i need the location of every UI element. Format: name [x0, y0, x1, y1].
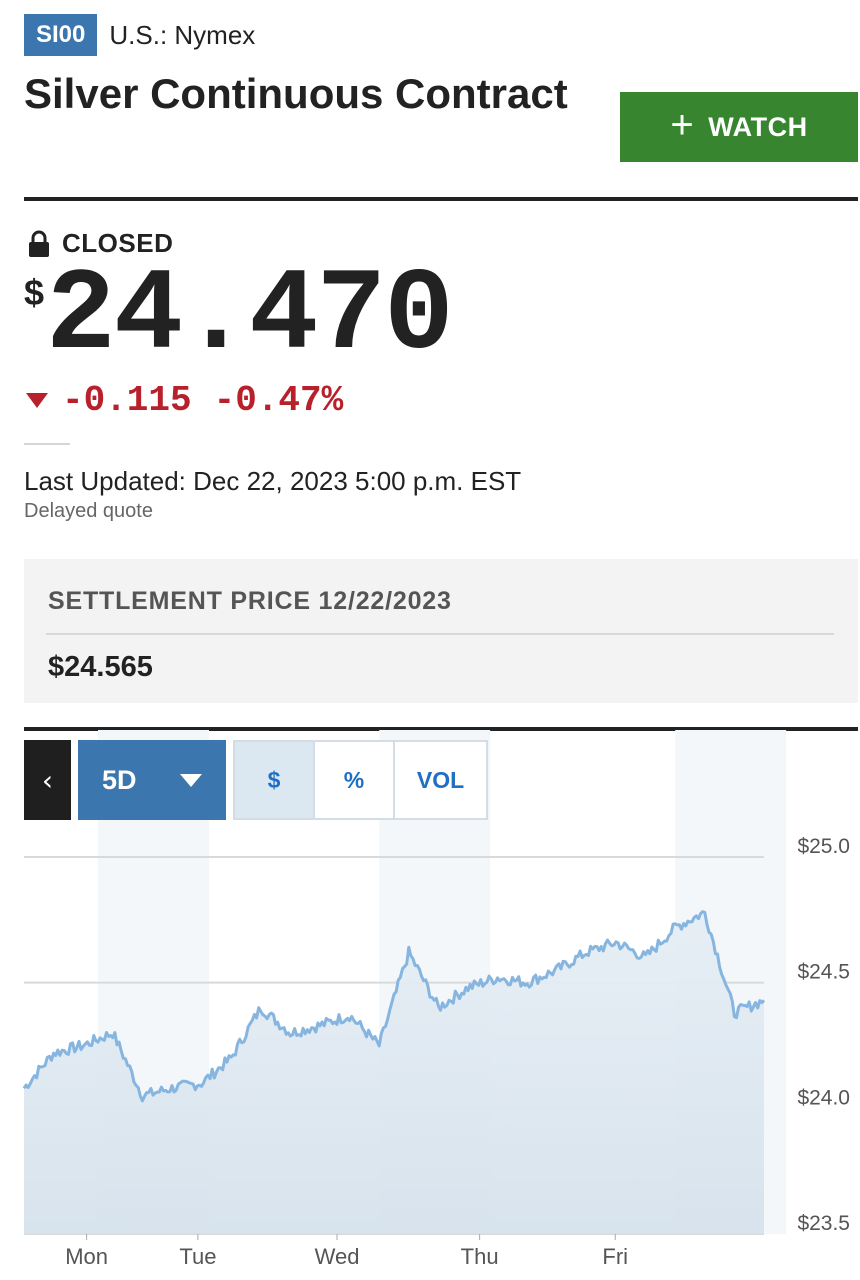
settlement-divider: [46, 633, 834, 635]
price-area: [24, 911, 764, 1234]
x-tick-label: Thu: [461, 1244, 499, 1269]
page-title: Silver Continuous Contract: [24, 70, 568, 117]
range-dropdown[interactable]: 5D: [78, 740, 226, 820]
delayed-quote-note: Delayed quote: [24, 500, 153, 522]
chart-back-button[interactable]: ‹: [24, 740, 71, 820]
lock-icon: [29, 230, 49, 257]
exchange-label: U.S.: Nymex: [109, 19, 256, 50]
chevron-left-icon: ‹: [41, 763, 54, 797]
x-tick-label: Tue: [179, 1244, 216, 1269]
price-change: -0.115 -0.47%: [26, 380, 343, 421]
settlement-value: $24.565: [48, 651, 153, 683]
ticker-badge: SI00: [24, 14, 98, 56]
last-updated: Last Updated: Dec 22, 2023 5:00 p.m. EST: [24, 466, 522, 496]
settlement-label: SETTLEMENT PRICE 12/22/2023: [48, 587, 452, 615]
price-line: [22, 910, 766, 1103]
settlement-box: SETTLEMENT PRICE 12/22/2023 $24.565: [24, 559, 858, 703]
x-tick-label: Wed: [315, 1244, 360, 1269]
y-tick-label: $25.0: [797, 835, 850, 858]
y-tick-label: $24.0: [797, 1086, 850, 1109]
ticker-row: SI00 U.S.: Nymex: [24, 14, 255, 56]
toggle-percent[interactable]: %: [313, 740, 395, 820]
market-status-label: CLOSED: [62, 228, 174, 258]
header-divider: [24, 197, 858, 201]
currency-symbol: $: [24, 272, 45, 313]
last-price: $ 24.470: [24, 250, 454, 382]
change-value: -0.115: [62, 380, 192, 421]
caret-down-icon: [180, 773, 202, 787]
plus-icon: +: [670, 103, 695, 147]
toggle-dollar[interactable]: $: [233, 740, 315, 820]
watch-button[interactable]: + WATCH: [620, 92, 858, 162]
divider: [24, 443, 70, 445]
y-tick-label: $23.5: [797, 1212, 850, 1235]
change-percent: -0.47%: [213, 380, 344, 421]
down-arrow-icon: [26, 393, 48, 408]
y-tick-label: $24.5: [797, 961, 850, 984]
market-status: CLOSED: [28, 228, 173, 259]
watch-button-label: WATCH: [708, 111, 808, 142]
price-value: 24.470: [46, 250, 454, 382]
chart-divider: [24, 727, 858, 731]
x-tick-label: Fri: [602, 1244, 628, 1269]
toggle-volume[interactable]: VOL: [393, 740, 488, 820]
x-tick-label: Mon: [65, 1244, 108, 1269]
range-label: 5D: [102, 764, 137, 795]
